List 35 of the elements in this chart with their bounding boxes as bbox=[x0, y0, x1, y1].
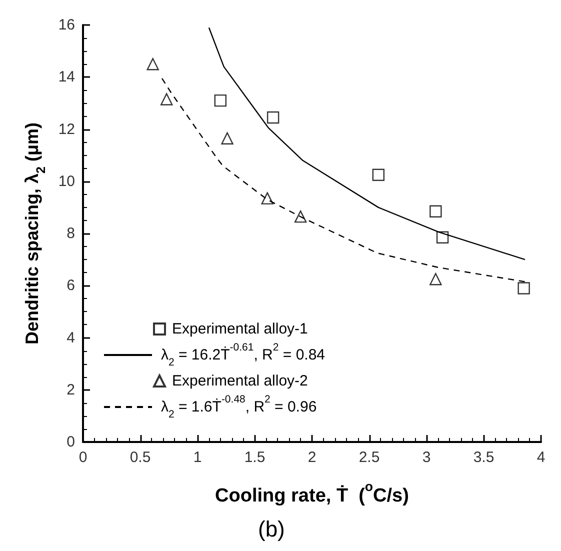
point bbox=[294, 210, 307, 223]
point bbox=[436, 231, 449, 244]
y-tick-label: 6 bbox=[66, 277, 75, 294]
x-tick-label: 4 bbox=[536, 449, 546, 466]
x-tick-label: 2.5 bbox=[358, 449, 380, 466]
x-tick-label: 2 bbox=[308, 449, 316, 466]
y-tick-label: 14 bbox=[58, 68, 75, 86]
y-tick-label: 10 bbox=[58, 172, 75, 190]
y-tick-label: 12 bbox=[58, 120, 75, 138]
point bbox=[146, 58, 159, 70]
x-tick-label: 1 bbox=[193, 449, 202, 466]
point bbox=[372, 168, 385, 181]
legend-label: Experimental alloy-2 bbox=[172, 372, 308, 390]
point bbox=[261, 192, 274, 204]
x-tick-label: 0.5 bbox=[130, 449, 151, 466]
y-tick-label: 16 bbox=[58, 16, 75, 34]
point bbox=[160, 93, 173, 106]
x-tick-label: 3.5 bbox=[473, 449, 494, 466]
x-tick-label: 0 bbox=[78, 449, 88, 466]
line-series bbox=[208, 27, 526, 260]
point bbox=[430, 273, 442, 286]
point bbox=[214, 94, 226, 107]
legend-label: Experimental alloy-1 bbox=[172, 320, 308, 338]
y-tick-label: 0 bbox=[66, 434, 75, 450]
text: (b) bbox=[258, 516, 285, 542]
y-axis-title: Dendritic spacing, λ2 (μm) bbox=[22, 122, 48, 345]
y-tick-label: 8 bbox=[66, 225, 75, 242]
point bbox=[221, 132, 234, 144]
point bbox=[430, 205, 442, 218]
y-tick-label: 4 bbox=[66, 329, 75, 346]
x-tick-label: 1.5 bbox=[244, 449, 266, 466]
x-tick-label: 3 bbox=[422, 449, 431, 466]
point bbox=[518, 282, 530, 294]
point bbox=[266, 111, 280, 124]
y-tick-label: 2 bbox=[66, 381, 75, 398]
